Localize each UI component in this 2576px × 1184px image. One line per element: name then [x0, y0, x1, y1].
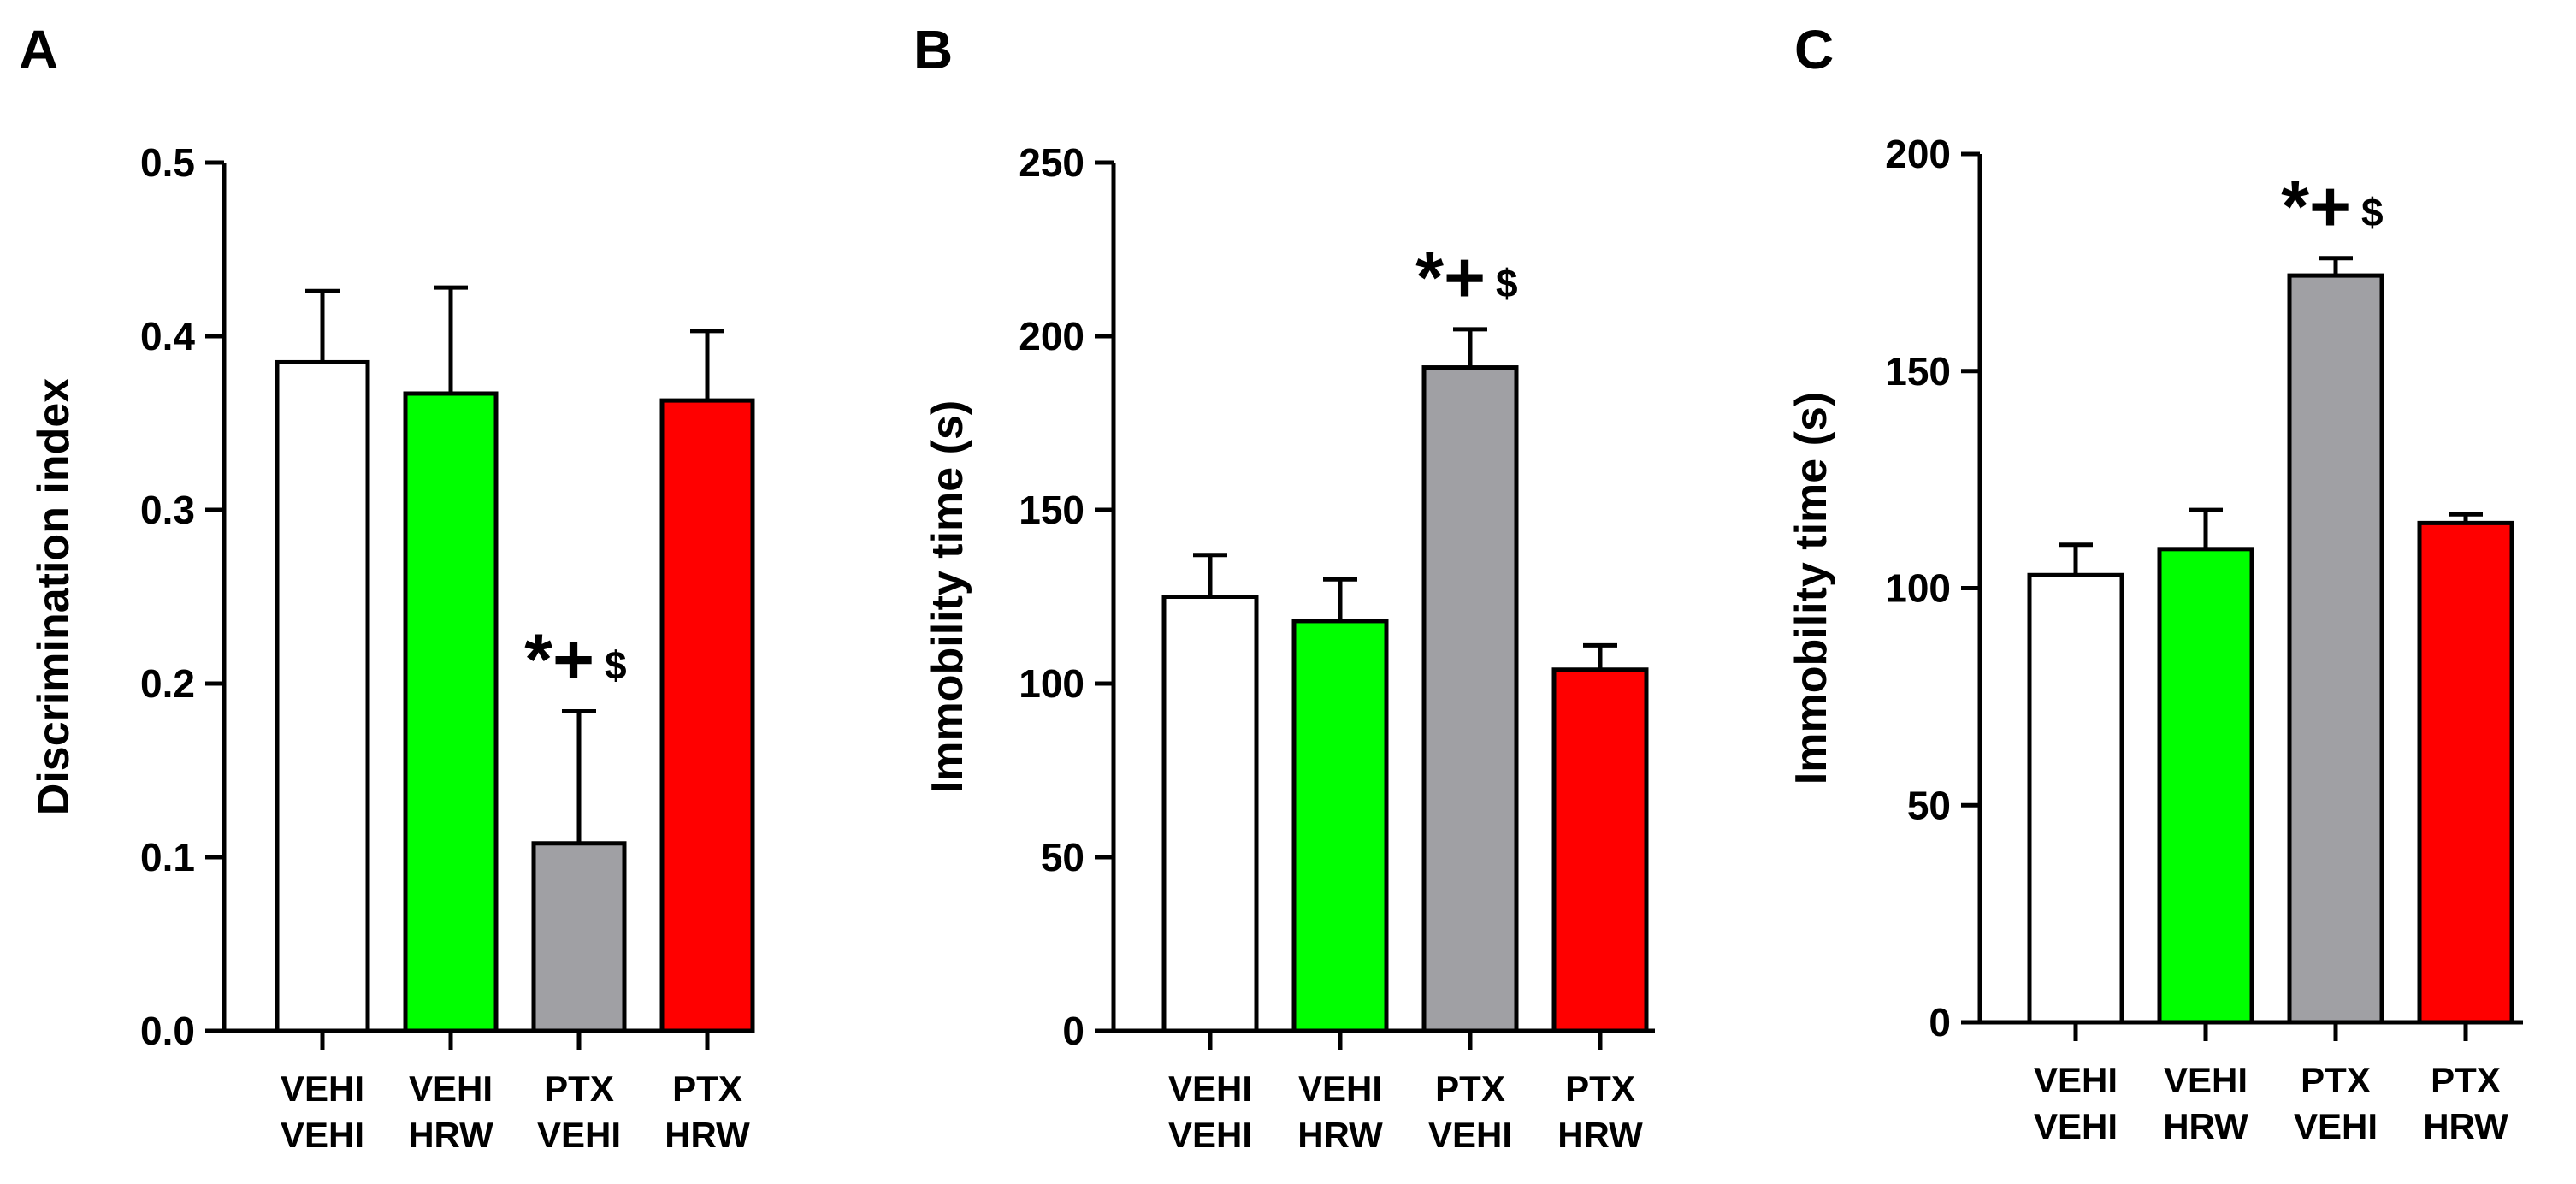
panel-c-y-tick-label: 150	[1885, 349, 1951, 394]
panel-c-significance-symbols: *+	[2281, 166, 2351, 246]
panel-a-y-tick-label: 0.5	[140, 140, 195, 185]
panel-a: A 0.0 0.1 0.2 0.3 0.4 0.5 Discrimination index…	[19, 19, 755, 1155]
panel-c-bar	[2157, 547, 2254, 1025]
panel-b-bar	[1161, 595, 1259, 1033]
panel-c-category-label: VEHI	[2034, 1060, 2118, 1100]
panel-a-category-label: HRW	[665, 1115, 750, 1155]
panel-c-category-label: VEHI	[2034, 1106, 2118, 1146]
panel-a-category-label: VEHI	[537, 1115, 621, 1155]
panel-a-significance-dollar: $	[605, 642, 627, 687]
panel-b-category-label: HRW	[1297, 1115, 1383, 1155]
panel-b-y-tick-label: 250	[1019, 140, 1084, 185]
panel-a-y-tick-label: 0.3	[140, 488, 195, 532]
panel-b-category-label: PTX	[1565, 1069, 1635, 1109]
panel-c-y-tick-label: 100	[1885, 566, 1951, 611]
panel-a-significance-symbols: *+	[524, 619, 594, 699]
panel-c-y-axis-title: Immobility time (s)	[1787, 392, 1836, 784]
panel-b-bar	[1421, 365, 1519, 1033]
panel-b-significance-symbols: *+	[1415, 237, 1486, 317]
panel-a-y-axis-title: Discrimination index	[29, 378, 79, 816]
panel-c-y-tick-label: 200	[1885, 132, 1951, 176]
panel-a-y-tick-label: 0.1	[140, 835, 195, 879]
panel-c-y-tick-label: 0	[1929, 1000, 1951, 1045]
panel-b-plot: 0 50 100 150 200 250 Immobility time (s) VEHI VE…	[923, 140, 1655, 1155]
panel-c-bar	[2287, 273, 2384, 1025]
panel-b-y-axis-title: Immobility time (s)	[923, 400, 972, 793]
panel-b-y-tick-label: 0	[1062, 1009, 1084, 1053]
panel-a-y-tick-label: 0.4	[140, 314, 195, 358]
panel-a-plot: 0.0 0.1 0.2 0.3 0.4 0.5 Discrimination index VE…	[29, 140, 755, 1155]
panel-b-significance-dollar: $	[1496, 261, 1518, 305]
panel-a-category-label: VEHI	[409, 1069, 493, 1109]
panel-a-category-label: HRW	[408, 1115, 493, 1155]
panel-a-category-label: PTX	[672, 1069, 742, 1109]
panel-b: B 0 50 100 150 200 250 Immobility time (s) VEHI…	[913, 19, 1655, 1155]
panel-b-category-label: VEHI	[1168, 1115, 1252, 1155]
panel-c-bar	[2417, 520, 2514, 1025]
panel-c-bar	[2027, 572, 2124, 1025]
panel-b-letter: B	[913, 19, 953, 80]
panel-a-bar	[275, 359, 370, 1033]
panel-c-plot: 0 50 100 150 200 Immobility time (s) VEHI VEHI V…	[1787, 132, 2523, 1146]
panel-c-category-label: VEHI	[2164, 1060, 2248, 1100]
panel-a-category-label: VEHI	[281, 1069, 364, 1109]
panel-a-category-label: PTX	[544, 1069, 614, 1109]
panel-c-letter: C	[1794, 19, 1834, 80]
panel-a-letter: A	[19, 19, 58, 80]
panel-b-bar	[1291, 619, 1389, 1033]
panel-b-category-label: VEHI	[1428, 1115, 1512, 1155]
panel-a-bar	[531, 841, 627, 1033]
panel-c: C 0 50 100 150 200 Immobility time (s) VEHI VEH…	[1787, 19, 2523, 1146]
panel-b-category-label: HRW	[1557, 1115, 1643, 1155]
panel-c-category-label: VEHI	[2294, 1106, 2378, 1146]
panel-b-y-tick-label: 50	[1041, 835, 1084, 879]
panel-c-category-label: HRW	[2423, 1106, 2508, 1146]
panel-b-category-label: PTX	[1435, 1069, 1505, 1109]
panel-b-y-tick-label: 150	[1019, 488, 1084, 532]
panel-a-bar	[659, 398, 755, 1033]
panel-a-bar	[403, 391, 499, 1033]
panel-b-y-tick-label: 200	[1019, 314, 1084, 358]
panel-c-category-label: PTX	[2301, 1060, 2371, 1100]
panel-b-category-label: VEHI	[1168, 1069, 1252, 1109]
panel-c-y-tick-label: 50	[1907, 783, 1951, 827]
panel-c-significance-dollar: $	[2361, 190, 2384, 234]
panel-b-bar	[1551, 667, 1649, 1033]
panel-a-y-tick-label: 0.0	[140, 1009, 195, 1053]
panel-b-category-label: VEHI	[1298, 1069, 1382, 1109]
panel-c-category-label: PTX	[2431, 1060, 2501, 1100]
panel-c-category-label: HRW	[2163, 1106, 2248, 1146]
panel-b-y-tick-label: 100	[1019, 661, 1084, 706]
panel-a-y-tick-label: 0.2	[140, 661, 195, 706]
panel-a-category-label: VEHI	[281, 1115, 364, 1155]
